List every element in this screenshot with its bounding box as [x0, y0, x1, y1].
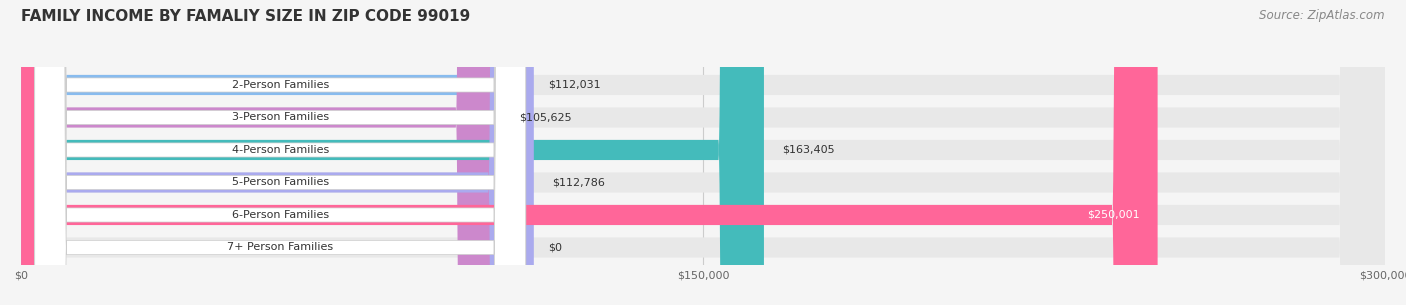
FancyBboxPatch shape [35, 0, 526, 305]
Text: $250,001: $250,001 [1087, 210, 1139, 220]
Text: $112,031: $112,031 [548, 80, 602, 90]
Text: $112,786: $112,786 [553, 178, 605, 188]
FancyBboxPatch shape [21, 0, 530, 305]
FancyBboxPatch shape [21, 0, 1385, 305]
FancyBboxPatch shape [21, 0, 1385, 305]
Text: FAMILY INCOME BY FAMALIY SIZE IN ZIP CODE 99019: FAMILY INCOME BY FAMALIY SIZE IN ZIP COD… [21, 9, 471, 24]
Text: 3-Person Families: 3-Person Families [232, 113, 329, 123]
FancyBboxPatch shape [21, 0, 1385, 305]
FancyBboxPatch shape [35, 0, 526, 305]
Text: $0: $0 [548, 242, 562, 253]
Text: 6-Person Families: 6-Person Families [232, 210, 329, 220]
FancyBboxPatch shape [21, 0, 1385, 305]
Text: 5-Person Families: 5-Person Families [232, 178, 329, 188]
Text: $163,405: $163,405 [782, 145, 835, 155]
FancyBboxPatch shape [35, 0, 526, 305]
Text: Source: ZipAtlas.com: Source: ZipAtlas.com [1260, 9, 1385, 22]
Text: $105,625: $105,625 [519, 113, 572, 123]
FancyBboxPatch shape [35, 0, 526, 305]
FancyBboxPatch shape [21, 0, 1157, 305]
FancyBboxPatch shape [35, 0, 526, 305]
FancyBboxPatch shape [21, 0, 502, 305]
FancyBboxPatch shape [21, 0, 1385, 305]
FancyBboxPatch shape [21, 0, 1385, 305]
Text: 2-Person Families: 2-Person Families [232, 80, 329, 90]
FancyBboxPatch shape [21, 0, 763, 305]
FancyBboxPatch shape [35, 0, 526, 305]
FancyBboxPatch shape [21, 0, 534, 305]
Text: 4-Person Families: 4-Person Families [232, 145, 329, 155]
Text: 7+ Person Families: 7+ Person Families [228, 242, 333, 253]
